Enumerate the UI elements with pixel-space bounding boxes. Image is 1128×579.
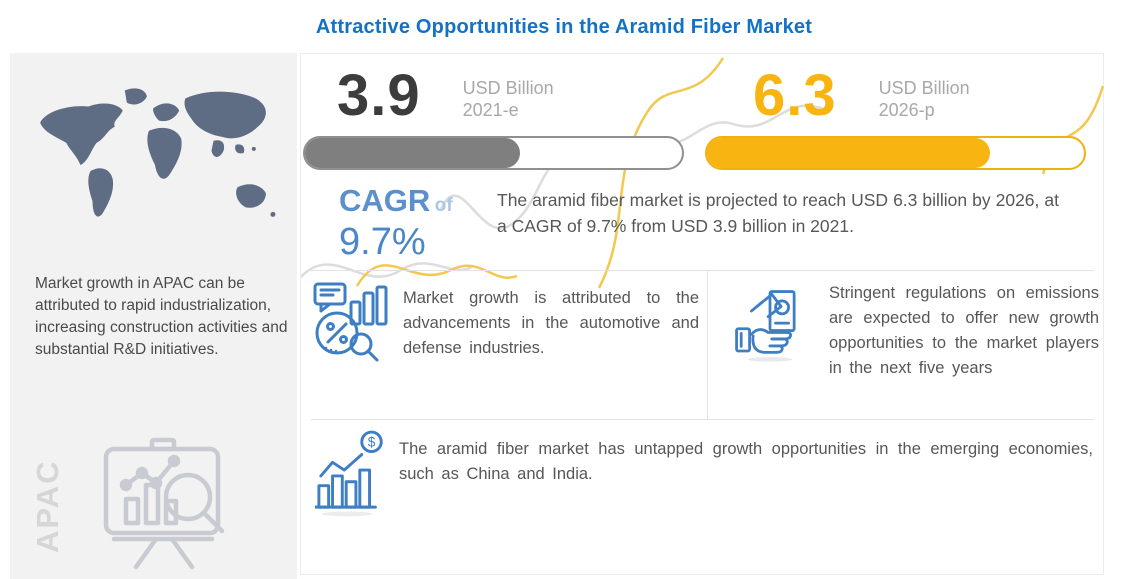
progress-bar-2021 [303, 136, 684, 170]
analytics-icon [313, 282, 388, 362]
presentation-chart-icon [103, 437, 225, 570]
divider-vertical [707, 270, 708, 419]
stat-2026-unit-label: USD Billion [878, 78, 970, 98]
insight-regulations-text: Stringent regulations on emissions are e… [829, 284, 1099, 378]
divider-top [311, 270, 1094, 271]
stat-2026-value: 6.3 [753, 63, 837, 128]
progress-fill-2026 [707, 138, 990, 168]
stat-2021: 3.9 USD Billion 2021-e [337, 63, 554, 128]
cagr-block: CAGR of 9.7% [339, 183, 453, 264]
money-hand-icon [735, 290, 796, 362]
stat-2026: 6.3 USD Billion 2026-p [753, 63, 970, 128]
cagr-of-label: of [434, 195, 453, 216]
dollar-sign-glyph: $ [368, 435, 376, 450]
world-map-icon [40, 88, 276, 217]
stat-2021-value: 3.9 [337, 63, 421, 128]
apac-note: Market growth in APAC can be attributed … [35, 275, 288, 358]
progress-fill-2021 [305, 138, 520, 168]
market-overview-panel: 3.9 USD Billion 2021-e 6.3 USD Billion 2… [300, 53, 1105, 575]
apac-sidebar: Market growth in APAC can be attributed … [10, 53, 297, 579]
insight-opportunities-text: The aramid fiber market has untapped gro… [399, 440, 1093, 484]
cagr-line: CAGR of [339, 183, 453, 219]
cagr-value: 9.7% [339, 221, 426, 263]
stat-2026-year-label: 2026-p [878, 99, 935, 120]
page-title: Attractive Opportunities in the Aramid F… [315, 16, 813, 38]
cagr-label: CAGR [339, 183, 431, 218]
progress-bar-2026 [705, 136, 1086, 170]
stat-2021-unit: USD Billion 2021-e [463, 68, 554, 121]
divider-bottom [311, 419, 1094, 420]
insight-drivers-text: Market growth is attributed to the advan… [403, 289, 699, 358]
stat-2026-unit: USD Billion 2026-p [879, 68, 970, 121]
market-summary: The aramid fiber market is projected to … [497, 190, 1059, 237]
apac-region-label: APAC [30, 459, 65, 553]
stat-2021-year-label: 2021-e [462, 99, 519, 120]
growth-chart-icon: $ [315, 430, 383, 517]
stat-2021-unit-label: USD Billion [462, 78, 554, 98]
